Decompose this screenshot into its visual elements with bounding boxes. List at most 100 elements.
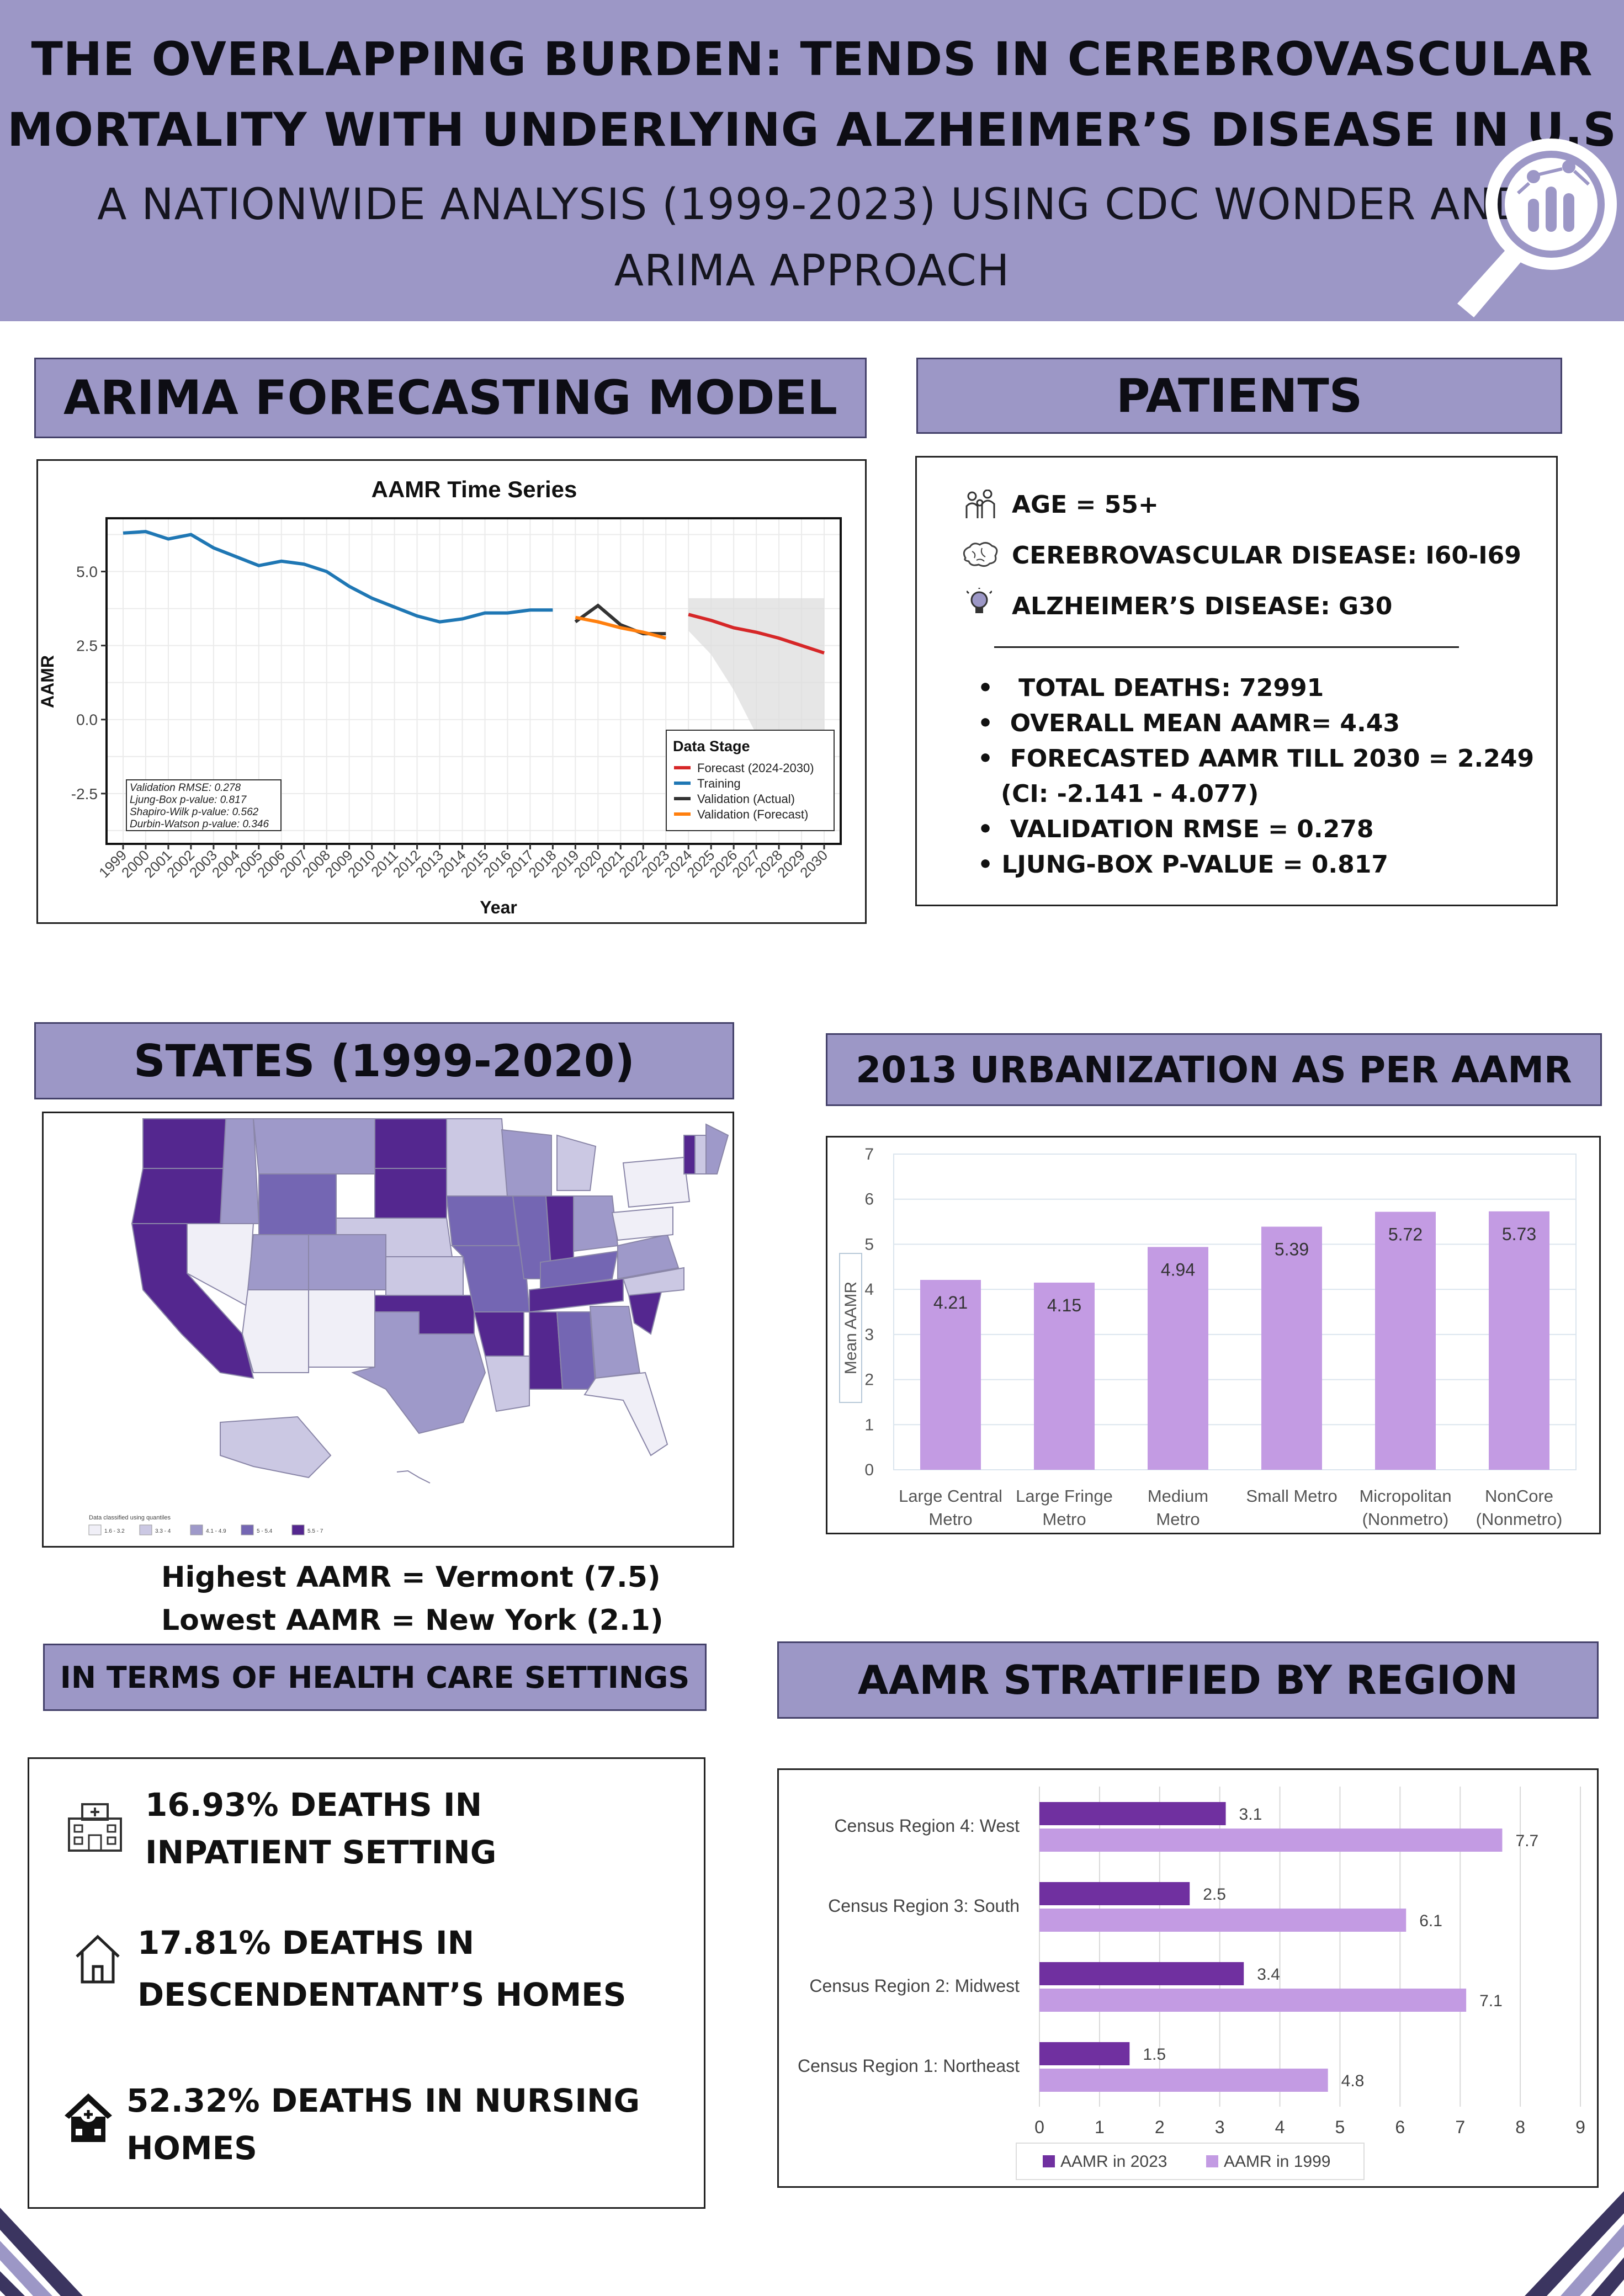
state-vt <box>683 1135 696 1174</box>
inpatient-line-2: INPATIENT SETTING <box>145 1833 497 1871</box>
urban-bar <box>1489 1211 1549 1470</box>
urban-category-label-2: Metro <box>1042 1510 1086 1529</box>
state-tn <box>529 1278 624 1313</box>
bullet-forecast: • FORECASTED AAMR TILL 2030 = 2.249 <box>978 745 1535 773</box>
map-legend-title: Data classified using quantiles <box>89 1514 171 1521</box>
state-sd <box>374 1168 447 1219</box>
region-bar <box>1039 1882 1190 1905</box>
patients-alzheimers: ALZHEIMER’S DISEASE: G30 <box>1012 592 1393 620</box>
state-wy <box>258 1173 337 1235</box>
urban-ytick-label: 2 <box>864 1371 874 1389</box>
state-az <box>241 1289 309 1373</box>
region-chart: 3.1 7.7 2.5 6.1 3.4 7.1 1.5 4.8 Census Region 4… <box>798 1787 1585 2180</box>
region-bar-value: 7.7 <box>1515 1832 1538 1850</box>
urban-category-label-2: Metro <box>928 1510 972 1529</box>
urban-bar-value: 5.73 <box>1502 1224 1536 1244</box>
state-mt <box>252 1118 375 1174</box>
home-icon <box>76 1934 120 1984</box>
state-me <box>705 1123 729 1174</box>
arima-ylabel: AAMR <box>38 655 57 708</box>
region-legend-swatch <box>1206 2155 1218 2167</box>
region-bar-value: 1.5 <box>1143 2045 1166 2064</box>
us-choropleth-map: Data classified using quantiles 1.6 - 3.… <box>88 1118 729 1535</box>
corner-stripes-left <box>0 2208 83 2296</box>
region-legend <box>1016 2143 1365 2180</box>
urban-bar-value: 5.72 <box>1388 1225 1423 1245</box>
state-ks <box>385 1256 464 1296</box>
urban-bar <box>920 1279 981 1470</box>
urban-bar <box>1261 1226 1322 1470</box>
corner-stripes-right <box>1525 2191 1624 2296</box>
state-ut <box>247 1234 309 1290</box>
state-fl <box>583 1372 668 1457</box>
urban-ytick-label: 3 <box>864 1326 874 1344</box>
urbanization-header: 2013 URBANIZATION AS PER AAMR <box>826 1033 1602 1106</box>
map-legend-swatch <box>88 1524 102 1535</box>
region-bar <box>1039 1909 1407 1932</box>
region-legend-label: AAMR in 1999 <box>1224 2152 1330 2171</box>
urban-ytick-label: 1 <box>864 1416 874 1434</box>
urban-bar-value: 4.21 <box>933 1293 968 1312</box>
urbanization-chart: 4.21 4.15 4.94 5.39 5.72 5.73 0 1 2 3 4 5 6 7 Large … <box>839 1145 1577 1529</box>
arima-xtick-label: 2030 <box>797 847 831 881</box>
bullet-rmse: • VALIDATION RMSE = 0.278 <box>978 815 1374 843</box>
urban-ytick-label: 4 <box>864 1280 874 1299</box>
nursing-home-icon <box>65 2093 112 2142</box>
region-bar-value: 4.8 <box>1341 2072 1365 2090</box>
region-category-label: Census Region 2: Midwest <box>809 1976 1020 1996</box>
state-nh <box>694 1135 707 1174</box>
region-legend-swatch <box>1043 2155 1055 2167</box>
urban-category-label: Small Metro <box>1246 1486 1337 1506</box>
patients-divider <box>994 646 1459 648</box>
state-nm <box>308 1289 375 1368</box>
title-line-2: MORTALITY WITH UNDERLYING ALZHEIMER’S DI… <box>7 103 1617 157</box>
series-line-forecast-2024-2030- <box>688 613 825 655</box>
map-legend-label: 1.6 - 3.2 <box>104 1528 125 1534</box>
map-legend-swatch <box>190 1524 203 1535</box>
map-legend-label: 5 - 5.4 <box>257 1528 273 1534</box>
urban-bar-value: 4.15 <box>1047 1295 1081 1315</box>
state-wi <box>501 1129 552 1197</box>
region-category-label: Census Region 3: South <box>828 1896 1020 1916</box>
arima-ytick-label: 5.0 <box>76 564 98 581</box>
urban-category-label: NonCore <box>1485 1486 1553 1506</box>
stat-shapiro: Shapiro-Wilk p-value: 0.562 <box>130 806 259 818</box>
region-category-label: Census Region 4: West <box>834 1816 1020 1836</box>
states-header: STATES (1999-2020) <box>34 1022 734 1099</box>
region-bar-value: 7.1 <box>1479 1992 1503 2010</box>
patients-panel: AGE = 55+ CEREBROVASCULAR DISEASE: I60-I… <box>915 456 1558 906</box>
region-bar <box>1039 2069 1328 2092</box>
inpatient-line-1: 16.93% DEATHS IN <box>145 1786 482 1824</box>
region-xtick-label: 2 <box>1155 2117 1165 2137</box>
nursing-line-2: HOMES <box>126 2129 257 2167</box>
people-icon <box>965 490 995 518</box>
state-va <box>617 1234 680 1280</box>
region-bar <box>1039 1829 1503 1852</box>
subtitle-line-1: A NATIONWIDE ANALYSIS (1999-2023) USING … <box>97 180 1527 230</box>
urban-plot-frame <box>893 1154 1577 1470</box>
urban-ytick-label: 7 <box>864 1145 874 1163</box>
title-line-1: THE OVERLAPPING BURDEN: TENDS IN CEREBRO… <box>31 32 1593 86</box>
arima-plot-frame <box>105 517 842 845</box>
urban-bar <box>1034 1282 1095 1470</box>
urban-category-label: Micropolitan <box>1359 1486 1451 1506</box>
magnifier-chart-icon <box>1457 139 1617 317</box>
bullet-forecast-ci: (CI: -2.141 - 4.077) <box>1001 780 1259 808</box>
state-al <box>556 1311 597 1390</box>
bullet-ljung-box: • LJUNG-BOX P-VALUE = 0.817 <box>978 851 1388 879</box>
brain-icon <box>963 542 998 567</box>
patients-header: PATIENTS <box>916 358 1562 434</box>
state-sc <box>628 1289 663 1335</box>
urban-category-label: Medium <box>1148 1486 1208 1506</box>
region-bar-value: 6.1 <box>1419 1912 1442 1930</box>
lightbulb-icon <box>967 588 992 613</box>
region-xtick-label: 1 <box>1095 2117 1105 2137</box>
hospital-icon <box>68 1803 122 1852</box>
state-hi <box>396 1470 431 1484</box>
arima-ytick-label: -2.5 <box>71 785 98 802</box>
region-xtick-label: 3 <box>1215 2117 1225 2137</box>
nursing-line-1: 52.32% DEATHS IN NURSING <box>126 2082 640 2119</box>
urban-ylabel-box <box>839 1253 862 1403</box>
region-xtick-label: 0 <box>1034 2117 1044 2137</box>
arima-legend <box>666 730 835 831</box>
